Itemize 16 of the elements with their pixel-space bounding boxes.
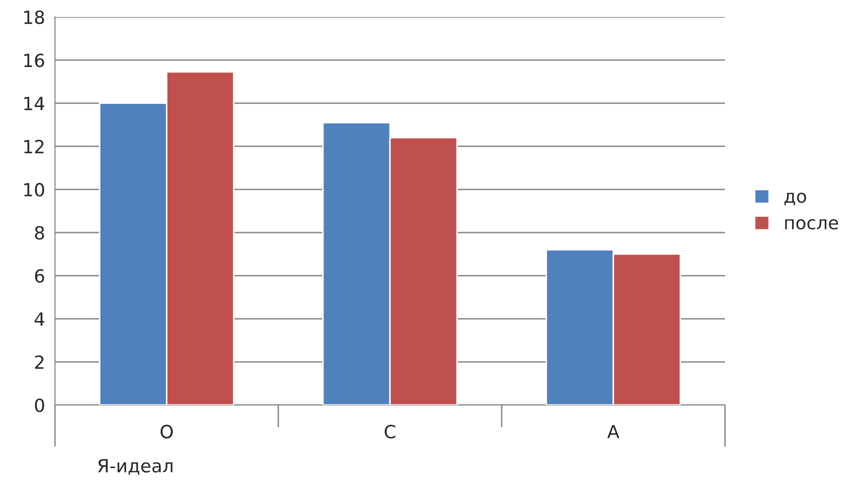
y-tick-label: 14	[24, 96, 44, 110]
legend-label: до	[784, 192, 806, 206]
y-tick-label: 16	[24, 54, 44, 68]
x-tick-label: С	[384, 424, 396, 438]
x-tick-label: А	[607, 425, 620, 438]
y-tick-label: 8	[35, 226, 44, 240]
y-tick-label: 6	[35, 269, 44, 283]
y-tick-label: 18	[24, 10, 44, 24]
y-tick-label: 12	[24, 140, 44, 154]
y-tick-label: 0	[34, 398, 44, 412]
x-tick-label: О	[160, 424, 173, 438]
y-tick-label: 4	[34, 312, 44, 326]
y-tick-label: 10	[24, 182, 44, 197]
y-tick-label: 2	[35, 355, 44, 369]
x-axis-title: Я-идеал	[98, 459, 172, 475]
legend-label: после	[785, 219, 838, 230]
